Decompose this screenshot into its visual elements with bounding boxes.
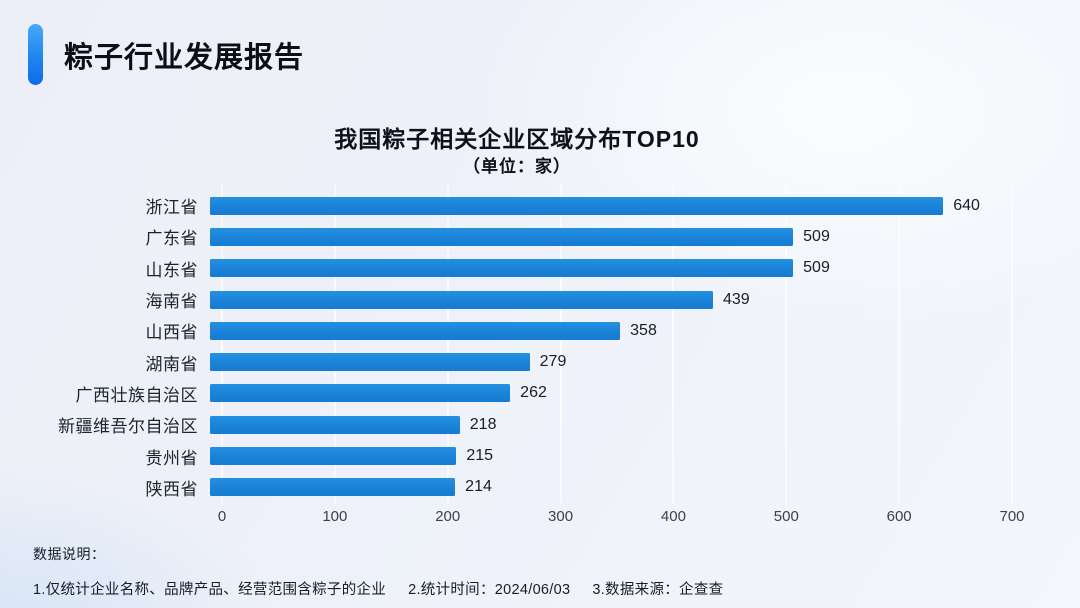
- grid-line: [672, 184, 675, 504]
- value-label: 509: [803, 227, 830, 245]
- chart-title: 我国粽子相关企业区域分布TOP10: [334, 126, 700, 152]
- bar: [210, 447, 457, 466]
- grid-line: [898, 184, 901, 504]
- grid-line: [1011, 184, 1013, 504]
- bar-row: 浙江省 640: [30, 190, 1012, 221]
- data-notes-label: 数据说明：: [33, 546, 106, 562]
- gridlines: [221, 184, 1013, 504]
- bar: [210, 384, 511, 403]
- grid-line: [785, 184, 788, 504]
- grid-line: [446, 184, 449, 504]
- category-label: 山西省: [145, 323, 198, 343]
- grid-line: [559, 184, 562, 504]
- value-label: 640: [953, 196, 980, 214]
- data-notes: 数据说明： 1.仅统计企业名称、品牌产品、经营范围含粽子的企业 2.统计时间：20…: [33, 544, 723, 599]
- report-title: 粽子行业发展报告: [64, 41, 305, 74]
- value-label: 215: [466, 447, 494, 465]
- bar-track: 218: [210, 415, 1012, 434]
- x-axis-tick-label: 400: [660, 508, 686, 525]
- accent-pill-icon: [28, 24, 43, 85]
- bar-track: 279: [210, 353, 1012, 372]
- bar-row: 山东省 509: [30, 253, 1012, 284]
- bar-track: 439: [210, 290, 1012, 309]
- x-axis-tick-label: 700: [999, 508, 1025, 525]
- bar-track: 262: [210, 384, 1012, 403]
- category-label: 贵州省: [145, 448, 198, 468]
- x-axis-tick-label: 600: [886, 508, 912, 525]
- data-notes-list: 1.仅统计企业名称、品牌产品、经营范围含粽子的企业 2.统计时间：2024/06/…: [33, 578, 723, 599]
- category-label: 浙江省: [145, 198, 198, 218]
- bar-row: 山西省 358: [30, 315, 1012, 346]
- category-label: 广西壮族自治区: [75, 385, 198, 405]
- bar-track: 358: [210, 321, 1012, 340]
- bar-track: 509: [210, 227, 1012, 246]
- x-axis-tick-label: 200: [435, 508, 461, 525]
- category-label: 新疆维吾尔自治区: [58, 417, 198, 437]
- category-label: 广东省: [145, 229, 198, 249]
- bar: [210, 290, 713, 309]
- value-label: 509: [803, 259, 830, 277]
- data-note: 1.仅统计企业名称、品牌产品、经营范围含粽子的企业: [33, 582, 387, 598]
- bar-row: 贵州省 215: [30, 440, 1012, 471]
- value-label: 262: [520, 384, 547, 402]
- bar-track: 640: [210, 196, 1012, 215]
- chart-subtitle: （单位：家）: [463, 157, 571, 176]
- x-axis-ticks: 0 100 200 300 400 500 600 700: [218, 508, 1025, 532]
- bar-rows: 浙江省 640 广东省 509 山东省 509 海南省 439 山西省 358 湖南省 279 广西壮族…: [30, 190, 1012, 503]
- bar: [210, 227, 794, 246]
- bar-row: 湖南省 279: [30, 346, 1012, 377]
- bar-track: 509: [210, 259, 1012, 278]
- value-label: 279: [539, 353, 567, 371]
- category-label: 陕西省: [145, 479, 198, 499]
- bar-row: 广东省 509: [30, 221, 1012, 252]
- x-axis-tick-label: 300: [548, 508, 574, 525]
- bar: [210, 415, 460, 434]
- grid-line: [333, 184, 336, 504]
- category-label: 海南省: [145, 292, 198, 312]
- bar: [210, 321, 621, 340]
- bar: [210, 353, 530, 372]
- bar-row: 陕西省 214: [30, 472, 1012, 503]
- bar-track: 215: [210, 447, 1012, 466]
- bar-row: 新疆维吾尔自治区 218: [30, 409, 1012, 440]
- x-axis-tick-label: 100: [322, 508, 348, 525]
- value-label: 439: [722, 290, 750, 308]
- category-label: 湖南省: [145, 354, 198, 374]
- report-header: 粽子行业发展报告: [28, 24, 304, 85]
- value-label: 358: [630, 321, 657, 339]
- x-axis-tick-label: 500: [773, 508, 799, 525]
- value-label: 214: [465, 478, 492, 496]
- bar-row: 海南省 439: [30, 284, 1012, 315]
- data-note: 2.统计时间：2024/06/03: [408, 582, 571, 598]
- grid-line: [221, 184, 223, 504]
- bar: [210, 196, 944, 215]
- value-label: 218: [469, 415, 497, 433]
- bar: [210, 478, 456, 497]
- bar: [210, 259, 794, 278]
- x-axis-tick-label: 0: [217, 508, 227, 525]
- category-label: 山东省: [145, 260, 198, 280]
- bar-chart: 浙江省 640 广东省 509 山东省 509 海南省 439 山西省 358 湖南省 279 广西壮族…: [30, 184, 1025, 540]
- bar-track: 214: [210, 478, 1012, 497]
- bar-row: 广西壮族自治区 262: [30, 378, 1012, 409]
- data-note: 3.数据来源：企查查: [592, 582, 724, 598]
